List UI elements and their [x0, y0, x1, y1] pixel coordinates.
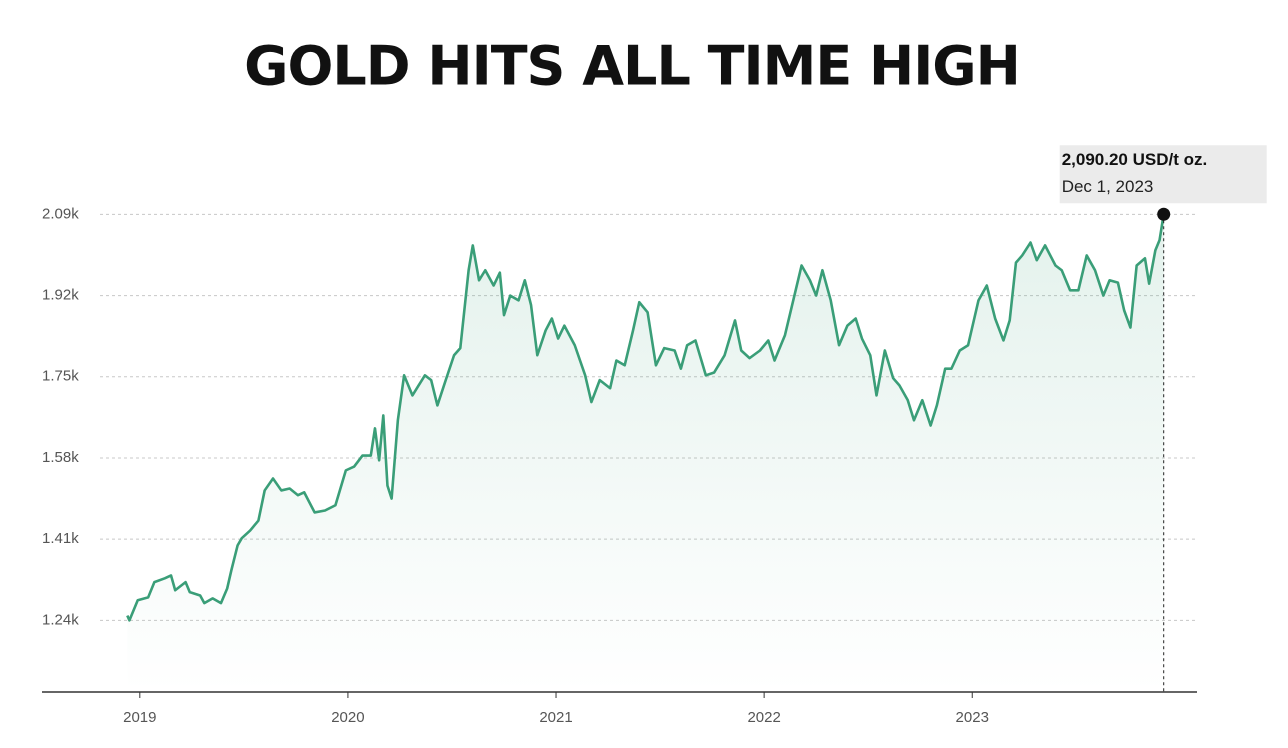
y-tick-label: 1.92k — [42, 287, 79, 304]
x-tick-label: 2020 — [331, 709, 364, 726]
tooltip-box — [1059, 145, 1267, 204]
tooltip-date: Dec 1, 2023 — [1062, 177, 1154, 196]
x-tick-label: 2022 — [747, 709, 780, 726]
highlight-point — [1157, 207, 1171, 221]
y-tick-label: 1.58k — [42, 449, 79, 466]
y-tick-label: 1.24k — [42, 611, 79, 628]
y-tick-label: 1.75k — [42, 368, 79, 385]
plot — [126, 214, 1165, 692]
x-tick-label: 2019 — [123, 709, 156, 726]
y-tick-label: 1.41k — [42, 530, 79, 547]
tooltip-value: 2,090.20 USD/t oz. — [1062, 150, 1208, 169]
x-tick-label: 2023 — [956, 709, 989, 726]
area — [127, 214, 1164, 692]
x-tick-label: 2021 — [539, 709, 572, 726]
line — [126, 214, 1165, 622]
annotation: 2,090.20 USD/t oz. Dec 1, 2023 — [1059, 145, 1267, 692]
chart-title: GOLD HITS ALL TIME HIGH — [244, 35, 1020, 98]
y-tick-label: 2.09k — [42, 205, 79, 222]
